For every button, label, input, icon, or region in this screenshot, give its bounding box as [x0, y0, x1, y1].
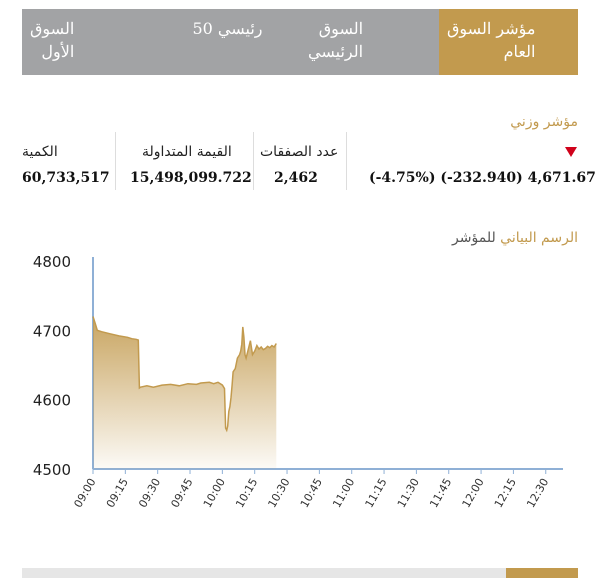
x-tick-label: 12:30 — [524, 476, 551, 510]
x-tick-label: 09:00 — [71, 476, 98, 510]
divider — [253, 132, 254, 190]
x-tick-label: 09:15 — [104, 476, 131, 510]
x-tick-label: 10:00 — [201, 476, 228, 510]
y-tick-label: 4800 — [33, 253, 71, 271]
x-tick-label: 10:15 — [233, 476, 260, 510]
chart-title-main: الرسم البياني — [500, 230, 578, 246]
index-change-line: (-4.75%) (-232.940) 4,671.67 — [369, 170, 596, 186]
tab-label: الأول — [41, 42, 75, 61]
volume-value: 60,733,517 — [22, 170, 110, 186]
chart-title-sub: للمؤشر — [452, 230, 496, 246]
tab-label: العام — [503, 42, 536, 61]
index-change: (-232.940) — [440, 170, 523, 186]
tab-label: السوق — [318, 19, 364, 38]
index-value: 4,671.67 — [527, 170, 596, 186]
tab-label: الرئيسي — [308, 42, 364, 61]
y-tick-label: 4600 — [33, 392, 71, 410]
x-tick-label: 12:00 — [460, 476, 487, 510]
tab-first-market[interactable]: السوق الأول — [22, 9, 161, 75]
deals-value: 2,462 — [274, 170, 318, 186]
y-tick-label: 4500 — [33, 461, 71, 479]
x-tick-label: 09:30 — [136, 476, 163, 510]
bottom-scroll-bar[interactable] — [22, 568, 578, 578]
index-chart: 4500 4600 4700 4800 09:00 09:15 09:30 09:45 10:0… — [33, 253, 563, 510]
tab-general-index[interactable]: مؤشر السوق العام — [439, 9, 578, 75]
x-tick-label: 11:00 — [330, 476, 357, 510]
deals-label: عدد الصفقات — [260, 144, 339, 160]
traded-value-label: القيمة المتداولة — [142, 144, 232, 160]
tab-main-market[interactable]: السوق الرئيسي — [300, 9, 439, 75]
x-tick-label: 10:45 — [298, 476, 325, 510]
x-tick-label: 09:45 — [169, 476, 196, 510]
chart-area-fill — [93, 316, 277, 469]
divider — [115, 132, 116, 190]
x-tick-label: 11:45 — [427, 476, 454, 510]
x-tick-label: 10:30 — [266, 476, 293, 510]
tab-main-50[interactable]: رئيسي 50 — [161, 9, 300, 75]
y-tick-label: 4700 — [33, 322, 71, 340]
chart-title: الرسم البياني للمؤشر — [452, 230, 578, 246]
x-tick-label: 12:15 — [492, 476, 519, 510]
tab-label: السوق — [30, 19, 75, 38]
market-tabs: السوق الأول رئيسي 50 السوق الرئيسي مؤشر ال… — [22, 9, 578, 75]
tab-label: رئيسي 50 — [192, 19, 263, 38]
x-tick-label: 11:15 — [363, 476, 390, 510]
index-title: مؤشر وزني — [510, 114, 578, 130]
bottom-bar-accent — [506, 568, 578, 578]
x-tick-label: 11:30 — [395, 476, 422, 510]
index-change-percent: (-4.75%) — [369, 170, 436, 186]
traded-value: 15,498,099.722 — [130, 170, 252, 186]
tab-label: مؤشر السوق — [447, 19, 536, 38]
down-arrow-icon — [565, 147, 577, 157]
divider — [346, 132, 347, 190]
volume-label: الكمية — [22, 144, 58, 160]
chart-series-line — [92, 316, 277, 433]
